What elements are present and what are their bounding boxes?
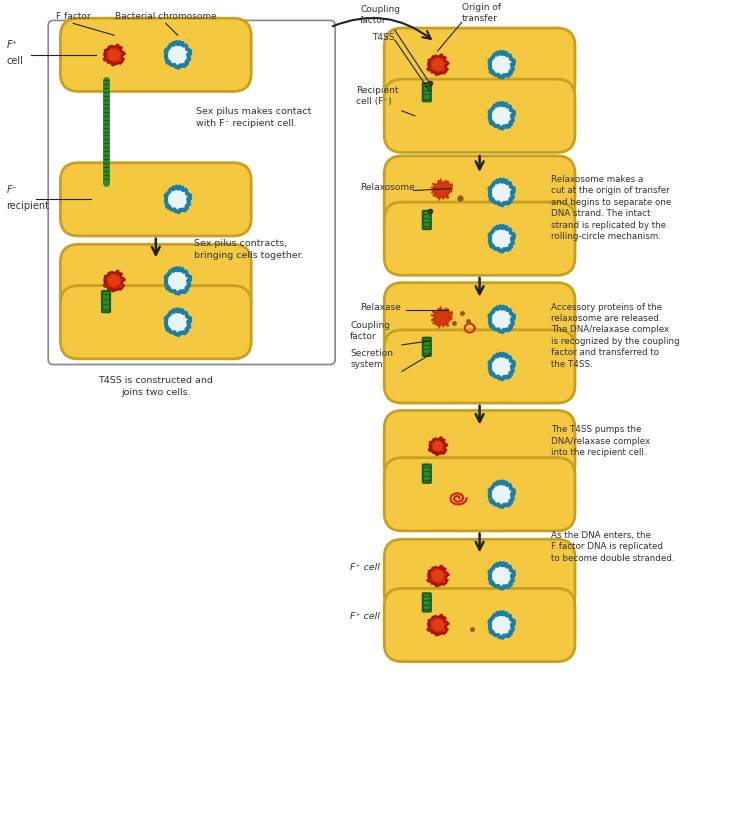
FancyBboxPatch shape xyxy=(61,163,251,236)
FancyBboxPatch shape xyxy=(384,156,575,229)
Circle shape xyxy=(169,191,187,208)
FancyBboxPatch shape xyxy=(384,79,575,153)
Circle shape xyxy=(169,314,187,331)
Text: F⁺: F⁺ xyxy=(7,40,17,50)
Polygon shape xyxy=(108,276,119,286)
Polygon shape xyxy=(432,620,443,630)
FancyBboxPatch shape xyxy=(384,28,575,101)
Polygon shape xyxy=(431,179,453,200)
Polygon shape xyxy=(431,307,453,328)
FancyBboxPatch shape xyxy=(384,202,575,276)
Text: Sex pilus contracts,
bringing cells together.: Sex pilus contracts, bringing cells toge… xyxy=(194,239,304,260)
Polygon shape xyxy=(433,441,442,450)
Text: The T4SS pumps the
DNA/relaxase complex
into the recipient cell.: The T4SS pumps the DNA/relaxase complex … xyxy=(551,426,651,457)
Text: Secretion
system: Secretion system xyxy=(350,349,393,370)
Circle shape xyxy=(493,107,510,125)
Text: T4SS: T4SS xyxy=(372,33,394,42)
FancyBboxPatch shape xyxy=(423,593,431,611)
FancyBboxPatch shape xyxy=(423,337,431,356)
Text: cell: cell xyxy=(7,55,23,66)
Text: Coupling
factor: Coupling factor xyxy=(350,321,390,341)
Circle shape xyxy=(493,616,510,634)
Polygon shape xyxy=(108,50,119,60)
Polygon shape xyxy=(432,571,443,581)
FancyBboxPatch shape xyxy=(384,330,575,403)
Circle shape xyxy=(493,357,510,375)
Circle shape xyxy=(493,56,510,73)
Text: Recipient
cell (F⁻): Recipient cell (F⁻) xyxy=(356,86,399,106)
Circle shape xyxy=(169,46,187,64)
Text: Coupling
factor: Coupling factor xyxy=(360,5,400,26)
Text: F⁻: F⁻ xyxy=(7,186,17,196)
Text: T4SS is constructed and
joins two cells.: T4SS is constructed and joins two cells. xyxy=(99,375,213,397)
Text: F⁺ cell: F⁺ cell xyxy=(350,563,380,572)
Polygon shape xyxy=(429,437,447,455)
Polygon shape xyxy=(432,59,443,70)
FancyBboxPatch shape xyxy=(423,464,431,483)
FancyBboxPatch shape xyxy=(384,588,575,662)
Text: Sex pilus makes contact
with F⁻ recipient cell.: Sex pilus makes contact with F⁻ recipien… xyxy=(196,107,311,128)
Text: recipient: recipient xyxy=(7,201,49,211)
Text: Accessory proteins of the
relaxosome are released.
The DNA/relaxase complex
is r: Accessory proteins of the relaxosome are… xyxy=(551,303,680,369)
FancyBboxPatch shape xyxy=(384,458,575,530)
Polygon shape xyxy=(427,54,449,75)
Text: Bacterial chromosome: Bacterial chromosome xyxy=(115,12,217,21)
Circle shape xyxy=(493,567,510,585)
FancyBboxPatch shape xyxy=(423,83,431,101)
Text: Relaxase: Relaxase xyxy=(360,304,401,313)
Polygon shape xyxy=(427,615,449,636)
FancyBboxPatch shape xyxy=(102,291,110,312)
Text: As the DNA enters, the
F factor DNA is replicated
to become double stranded.: As the DNA enters, the F factor DNA is r… xyxy=(551,530,675,563)
FancyBboxPatch shape xyxy=(384,540,575,612)
FancyBboxPatch shape xyxy=(384,411,575,483)
FancyBboxPatch shape xyxy=(423,211,431,229)
Circle shape xyxy=(493,230,510,247)
Text: Relaxosome: Relaxosome xyxy=(360,183,415,192)
FancyBboxPatch shape xyxy=(61,285,251,359)
Text: Relaxosome makes a
cut at the origin of transfer
and begins to separate one
DNA : Relaxosome makes a cut at the origin of … xyxy=(551,175,672,241)
Polygon shape xyxy=(104,271,125,291)
Text: F factor: F factor xyxy=(56,12,91,21)
Circle shape xyxy=(169,272,187,290)
Text: F⁺ cell: F⁺ cell xyxy=(350,612,380,621)
Circle shape xyxy=(493,485,510,503)
Polygon shape xyxy=(104,45,125,65)
Circle shape xyxy=(493,184,510,201)
Polygon shape xyxy=(427,566,449,587)
FancyBboxPatch shape xyxy=(61,244,251,318)
Circle shape xyxy=(493,310,510,328)
FancyBboxPatch shape xyxy=(61,18,251,92)
FancyBboxPatch shape xyxy=(384,283,575,356)
Text: Origin of
transfer: Origin of transfer xyxy=(462,3,501,23)
